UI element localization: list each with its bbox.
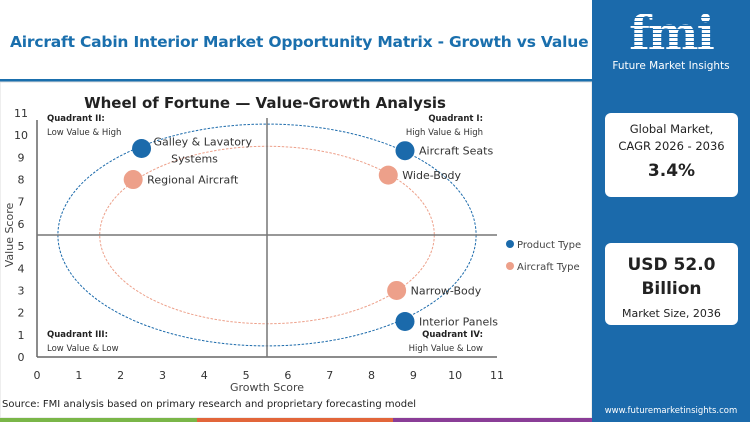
y-tick-label: 2 (18, 307, 25, 320)
website-link[interactable]: www.futuremarketinsights.com (604, 406, 738, 416)
sidebar: fmi Future Market Insights Global Market… (592, 0, 750, 422)
legend-marker (506, 262, 514, 270)
size-value-2: Billion (641, 279, 702, 299)
quadrant-desc: High Value & Low (409, 344, 483, 354)
x-tick-label: 2 (117, 369, 124, 382)
y-tick-label: 11 (14, 107, 28, 120)
size-value-1: USD 52.0 (627, 255, 716, 275)
y-tick-label: 8 (18, 174, 25, 187)
size-label: Market Size, 2036 (622, 307, 721, 320)
quadrant-name: Quadrant II: (47, 114, 105, 124)
data-point (395, 312, 415, 332)
data-point-label: Regional Aircraft (147, 174, 239, 187)
x-tick-label: 5 (243, 369, 250, 382)
data-point-label: Narrow-Body (411, 284, 482, 297)
cagr-label-2: CAGR 2026 - 2036 (618, 139, 725, 153)
quadrant-name: Quadrant I: (428, 114, 483, 124)
cagr-value: 3.4% (647, 161, 696, 181)
data-point (395, 141, 415, 161)
data-point-label: Galley & Lavatory (154, 135, 253, 148)
source-note: Source: FMI analysis based on primary re… (2, 399, 417, 410)
y-tick-label: 5 (18, 240, 25, 253)
y-tick-label: 4 (18, 262, 25, 275)
quadrant-desc: Low Value & Low (47, 344, 119, 354)
x-tick-label: 9 (410, 369, 417, 382)
legend-label: Product Type (517, 240, 581, 251)
stripe-orange (197, 418, 393, 422)
stripe-green (0, 418, 197, 422)
chart-title: Wheel of Fortune — Value-Growth Analysis (84, 94, 446, 112)
y-tick-label: 1 (18, 329, 25, 342)
x-tick-label: 11 (490, 369, 504, 382)
y-tick-label: 6 (18, 218, 25, 231)
cagr-label-1: Global Market, (629, 122, 714, 136)
y-axis-label: Value Score (3, 203, 16, 268)
data-point-label: Systems (171, 152, 218, 165)
logo-subtitle: Future Market Insights (612, 60, 730, 72)
cagr-card: Global Market, CAGR 2026 - 2036 3.4% (605, 113, 738, 197)
quadrant-desc: Low Value & High (47, 128, 121, 138)
x-tick-label: 4 (201, 369, 208, 382)
y-tick-label: 3 (18, 284, 25, 297)
page-title: Aircraft Cabin Interior Market Opportuni… (10, 33, 589, 51)
legend-label: Aircraft Type (517, 262, 580, 273)
legend-marker (506, 240, 514, 248)
data-point-label: Wide-Body (402, 169, 461, 182)
data-point (387, 280, 407, 300)
y-tick-label: 7 (18, 196, 25, 209)
data-point-label: Interior Panels (419, 316, 498, 329)
data-point (378, 165, 398, 185)
x-tick-label: 0 (34, 369, 41, 382)
opportunity-matrix-chart: Wheel of Fortune — Value-Growth Analysis… (0, 81, 592, 419)
x-tick-label: 8 (368, 369, 375, 382)
y-tick-label: 10 (14, 129, 28, 142)
x-tick-label: 10 (448, 369, 462, 382)
quadrant-name: Quadrant IV: (422, 330, 483, 340)
y-tick-label: 9 (18, 151, 25, 164)
y-tick-label: 0 (18, 351, 25, 364)
data-point-label: Aircraft Seats (419, 145, 493, 158)
logo-mark: fmi (592, 6, 750, 62)
stripe-purple (393, 418, 592, 422)
data-point (123, 170, 143, 190)
x-tick-label: 7 (326, 369, 333, 382)
quadrant-name: Quadrant III: (47, 330, 108, 340)
market-size-card: USD 52.0 Billion Market Size, 2036 (605, 243, 738, 325)
x-tick-label: 6 (284, 369, 291, 382)
x-axis-label: Growth Score (230, 381, 304, 394)
quadrant-desc: High Value & High (406, 128, 483, 138)
data-point (132, 138, 152, 158)
fmi-logo: fmi Future Market Insights (592, 6, 750, 72)
x-tick-label: 3 (159, 369, 166, 382)
header-divider (0, 79, 592, 82)
x-tick-label: 1 (75, 369, 82, 382)
